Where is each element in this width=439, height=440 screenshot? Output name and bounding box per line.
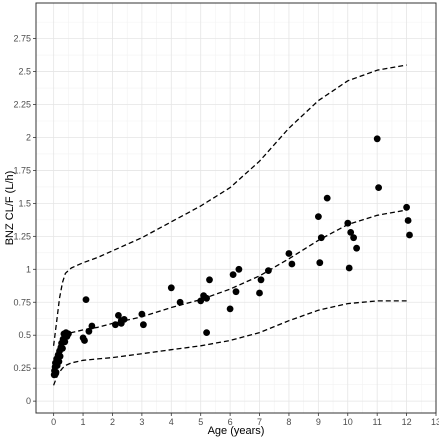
data-point	[403, 203, 410, 211]
data-point	[206, 276, 213, 284]
data-point	[138, 310, 146, 318]
y-axis-ticks: 0 0.25 0.5 0.75 1 1.25 1.5 1.75 2 2.25 2.5 2.75	[13, 34, 36, 406]
data-point	[203, 329, 211, 336]
y-tick-label: 1.25	[13, 231, 31, 241]
data-point	[345, 264, 353, 272]
data-point	[373, 135, 381, 143]
data-point	[65, 330, 72, 338]
x-tick-label: 10	[343, 417, 353, 427]
data-point	[317, 234, 325, 242]
data-point	[176, 298, 184, 306]
x-tick-label: 5	[198, 417, 203, 427]
x-tick-label: 0	[51, 417, 56, 427]
data-point	[112, 321, 119, 329]
lower-dashed-line	[52, 300, 407, 386]
data-point	[375, 184, 382, 192]
x-tick-label: 11	[373, 417, 382, 427]
y-tick-label: 1.5	[18, 198, 31, 208]
data-point	[257, 276, 265, 284]
y-tick-label: 0.5	[18, 330, 31, 340]
data-point	[288, 260, 296, 268]
data-point	[350, 234, 357, 242]
x-tick-label: 9	[316, 417, 321, 427]
data-point	[347, 229, 355, 236]
data-point	[265, 267, 272, 274]
data-point	[404, 217, 412, 224]
x-tick-label: 6	[228, 417, 233, 427]
data-point	[353, 244, 360, 252]
data-point	[120, 316, 128, 323]
x-tick-label: 13	[431, 417, 439, 427]
data-point	[316, 259, 324, 267]
observed-points	[50, 135, 413, 379]
data-point	[55, 358, 63, 365]
y-tick-label: 0.75	[13, 297, 31, 307]
data-point	[226, 305, 234, 313]
data-point	[197, 297, 205, 305]
x-axis-ticks: 0 1 2 3 4 5 6 7 8 9 10 11 12 13	[51, 413, 439, 427]
y-tick-label: 1	[26, 264, 31, 274]
data-point	[81, 337, 88, 344]
y-tick-label: 0.25	[13, 363, 31, 373]
y-axis-title: BNZ CL/F (L/h)	[4, 171, 16, 246]
data-point	[82, 296, 90, 303]
data-point	[61, 338, 69, 346]
y-tick-label: 2	[26, 132, 31, 142]
data-point	[56, 352, 64, 360]
x-axis-title: Age (years)	[208, 425, 265, 437]
data-point	[235, 265, 243, 273]
x-tick-label: 1	[81, 417, 86, 427]
x-tick-label: 4	[169, 417, 174, 427]
upper-dashed-line	[52, 64, 407, 346]
y-tick-label: 2.5	[18, 67, 31, 77]
data-point	[344, 219, 352, 227]
y-tick-label: 0	[26, 396, 31, 406]
data-point	[256, 289, 263, 297]
data-point	[285, 250, 293, 257]
x-tick-label: 2	[110, 417, 115, 427]
x-tick-label: 7	[257, 417, 262, 427]
data-point	[167, 284, 175, 292]
x-tick-label: 3	[139, 417, 144, 427]
data-point	[88, 322, 96, 330]
y-tick-label: 1.75	[13, 165, 31, 175]
y-tick-label: 2.75	[13, 34, 31, 44]
x-tick-label: 8	[286, 417, 291, 427]
plot-border	[35, 2, 437, 414]
data-point	[323, 194, 331, 202]
data-point	[115, 312, 122, 319]
data-point	[52, 368, 60, 376]
data-point	[229, 271, 237, 278]
data-point	[203, 294, 211, 302]
data-point	[406, 231, 413, 239]
y-tick-label: 2.25	[13, 100, 31, 110]
data-point	[232, 288, 240, 296]
data-point	[59, 345, 66, 352]
data-point	[140, 321, 147, 329]
data-point	[315, 213, 322, 221]
x-tick-label: 12	[402, 417, 412, 427]
data-point	[85, 327, 93, 335]
